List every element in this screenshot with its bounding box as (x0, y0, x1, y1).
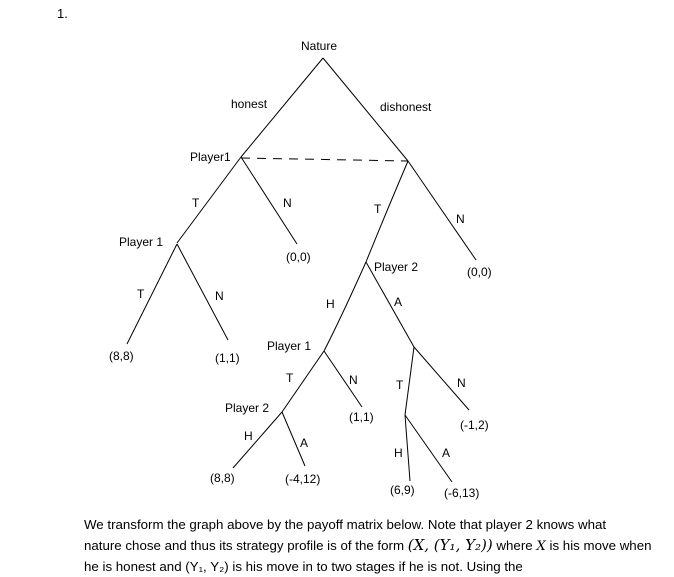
action-label: N (456, 212, 465, 226)
action-label: T (374, 202, 382, 216)
edge (404, 346, 415, 416)
node-label-nature: Nature (301, 39, 337, 53)
action-label: H (244, 429, 253, 443)
edge (281, 411, 306, 467)
action-label: N (457, 376, 466, 390)
payoff: (8,8) (210, 471, 235, 485)
question-number: 1. (57, 6, 68, 21)
edge (365, 261, 415, 348)
action-label: T (396, 378, 404, 392)
node-label-player1: Player 1 (267, 339, 311, 353)
action-label: T (137, 287, 145, 301)
payoff: (-4,12) (285, 472, 320, 486)
edge-honest (240, 57, 324, 158)
node-label-player2: Player 2 (374, 260, 418, 274)
payoff: (-1,2) (460, 418, 489, 432)
edge (404, 414, 453, 483)
edge (176, 243, 229, 341)
payoff: (0,0) (286, 250, 311, 264)
payoff: (1,1) (215, 351, 240, 365)
edge (281, 350, 325, 413)
node-label-player1: Player 1 (119, 235, 163, 249)
information-set-dashed-line (240, 157, 409, 162)
edge (365, 160, 409, 263)
payoff: (0,0) (467, 265, 492, 279)
node-label-player2: Player 2 (225, 401, 269, 415)
action-label: N (215, 289, 224, 303)
edge (240, 156, 298, 245)
payoff: (6,9) (390, 483, 415, 497)
edge (323, 350, 363, 408)
edge-label-honest: honest (231, 97, 268, 111)
action-label: N (349, 373, 358, 387)
edge (176, 156, 242, 244)
edge (413, 346, 470, 411)
edge-dishonest (322, 57, 409, 162)
paragraph-line: nature chose and thus its strategy profi… (84, 535, 652, 557)
edge-label-dishonest: dishonest (380, 100, 432, 114)
math-variable: X (536, 539, 546, 554)
action-label: A (300, 436, 308, 450)
text: is his move when (545, 538, 652, 553)
paragraph-line: he is honest and (Y₁, Y₂) is his move in… (84, 559, 523, 574)
action-label: H (394, 446, 403, 460)
edge (232, 411, 283, 469)
action-label: N (283, 196, 292, 210)
edge (126, 243, 178, 345)
game-tree-diagram: Nature honest dishonest Player1 Player 1… (109, 39, 492, 500)
edge (407, 160, 477, 261)
payoff: (8,8) (109, 349, 134, 363)
action-label: T (192, 196, 200, 210)
text: nature chose and thus its strategy profi… (84, 538, 408, 553)
node-label-player1: Player1 (190, 150, 231, 164)
paragraph-line: We transform the graph above by the payo… (84, 517, 607, 532)
payoff: (-6,13) (444, 486, 479, 500)
payoff: (1,1) (349, 410, 374, 424)
action-label: A (394, 295, 402, 309)
action-label: T (286, 371, 294, 385)
math-expression: (X, (Y₁, Y₂)) (407, 536, 493, 554)
action-label: H (326, 297, 335, 311)
edge (404, 414, 411, 482)
edge (323, 261, 367, 352)
text: where (492, 538, 537, 553)
action-label: A (442, 446, 450, 460)
